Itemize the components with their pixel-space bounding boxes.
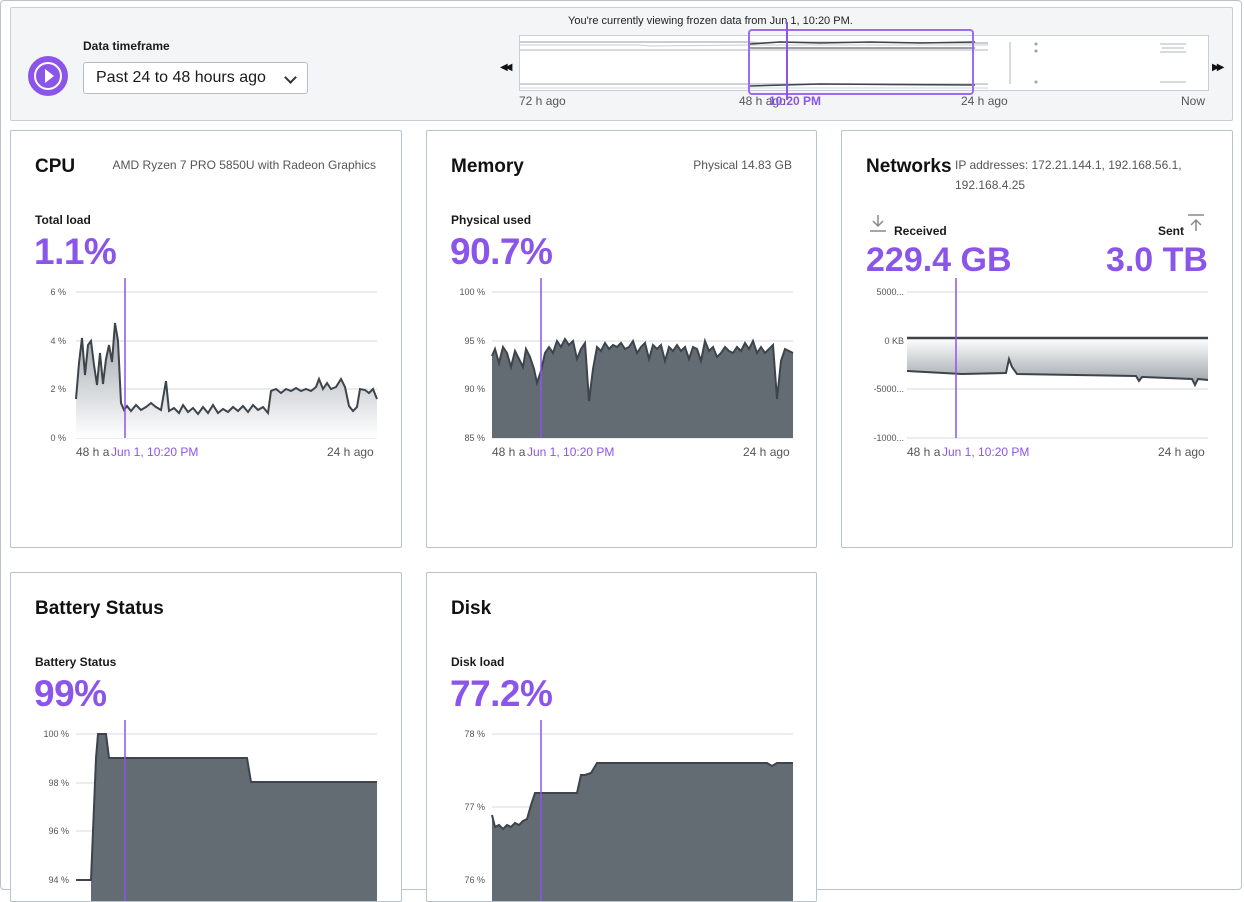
disk-card: Disk Disk load 77.2% 78 % 77 % 76 % (426, 572, 817, 902)
y-tick: 76 % (464, 875, 485, 885)
card-title: Networks (866, 156, 952, 177)
upload-icon (1188, 214, 1204, 231)
battery-card: Battery Status Battery Status 99% 100 % … (10, 572, 402, 902)
metric-label: Battery Status (35, 655, 117, 669)
timeline-tick: 72 h ago (519, 94, 566, 108)
y-tick: 98 % (48, 778, 69, 788)
y-tick: 95 % (464, 336, 485, 346)
y-tick: 78 % (464, 729, 485, 739)
cpu-chart[interactable]: 6 % 4 % 2 % 0 % (11, 131, 402, 471)
timeline-overview[interactable] (519, 35, 1209, 91)
x-cursor-label: Jun 1, 10:20 PM (111, 445, 199, 459)
download-icon (870, 215, 886, 232)
metric-label: Total load (35, 213, 91, 227)
timeline-tick: 24 h ago (961, 94, 1008, 108)
x-end-label: 24 h ago (327, 445, 374, 459)
disk-chart[interactable]: 78 % 77 % 76 % (427, 573, 817, 902)
memory-chart[interactable]: 100 % 95 % 90 % 85 % (427, 131, 817, 471)
ip-addresses: IP addresses: 172.21.144.1, 192.168.56.1… (955, 158, 1182, 192)
y-tick: 5000... (876, 287, 904, 297)
memory-physical: Physical 14.83 GB (693, 158, 792, 172)
timeline-tick: 48 h ago (739, 94, 786, 108)
sent-label: Sent (1157, 224, 1184, 238)
sent-value: 3.0 TB (1105, 241, 1208, 279)
received-label: Received (894, 224, 947, 238)
y-tick: 0 % (50, 433, 66, 443)
y-tick: 6 % (50, 287, 66, 297)
metric-value: 90.7% (450, 231, 553, 272)
networks-chart[interactable]: 5000... 0 KB -5000... -1000... (842, 131, 1233, 471)
y-tick: 85 % (464, 433, 485, 443)
y-tick: 0 KB (884, 336, 904, 346)
timeframe-select[interactable]: Past 24 to 48 hours ago (83, 62, 308, 94)
metric-label: Disk load (451, 655, 505, 669)
x-end-label: 24 h ago (1158, 445, 1205, 459)
metric-value: 1.1% (34, 231, 117, 272)
y-tick: 4 % (50, 336, 66, 346)
y-tick: 94 % (48, 875, 69, 885)
x-start-label: 48 h a (907, 445, 941, 459)
x-start-label: 48 h a (76, 445, 110, 459)
card-title: CPU (35, 156, 76, 177)
chevron-down-icon (284, 71, 297, 84)
cpu-card: CPU AMD Ryzen 7 PRO 5850U with Radeon Gr… (10, 130, 402, 548)
cpu-model: AMD Ryzen 7 PRO 5850U with Radeon Graphi… (112, 158, 376, 172)
card-title: Memory (451, 156, 524, 177)
x-cursor-label: Jun 1, 10:20 PM (527, 445, 615, 459)
metric-label: Physical used (451, 213, 532, 227)
x-cursor-label: Jun 1, 10:20 PM (942, 445, 1030, 459)
metric-value: 77.2% (450, 673, 553, 714)
play-circle-icon[interactable] (28, 56, 68, 96)
y-tick: 100 % (43, 729, 69, 739)
timeframe-selected-value: Past 24 to 48 hours ago (96, 69, 266, 86)
y-tick: 90 % (464, 384, 485, 394)
cursor-time-label: 10:20 PM (769, 94, 822, 108)
metric-value: 99% (34, 673, 107, 714)
rewind-icon[interactable]: ◀◀ (500, 62, 513, 73)
battery-chart[interactable]: 100 % 98 % 96 % 94 % (11, 573, 402, 902)
y-tick: 77 % (464, 802, 485, 812)
x-start-label: 48 h a (492, 445, 526, 459)
received-value: 229.4 GB (866, 241, 1012, 279)
card-title: Battery Status (35, 598, 164, 619)
y-tick: 100 % (459, 287, 485, 297)
y-tick: -5000... (873, 384, 904, 394)
timeframe-bar: Data timeframe Past 24 to 48 hours ago Y… (10, 7, 1233, 121)
timeline-tick: Now (1181, 94, 1206, 108)
card-title: Disk (451, 598, 492, 619)
x-end-label: 24 h ago (743, 445, 790, 459)
memory-card: Memory Physical 14.83 GB Physical used 9… (426, 130, 817, 548)
fast-forward-icon[interactable]: ▶▶ (1212, 62, 1225, 73)
timeframe-label: Data timeframe (83, 39, 170, 53)
y-tick: -1000... (873, 433, 904, 443)
selected-window-handle[interactable] (748, 29, 974, 95)
y-tick: 96 % (48, 826, 69, 836)
frozen-data-note: You're currently viewing frozen data fro… (568, 15, 853, 27)
networks-card: Networks IP addresses: 172.21.144.1, 192… (841, 130, 1233, 548)
time-cursor[interactable] (786, 22, 788, 100)
y-tick: 2 % (50, 384, 66, 394)
